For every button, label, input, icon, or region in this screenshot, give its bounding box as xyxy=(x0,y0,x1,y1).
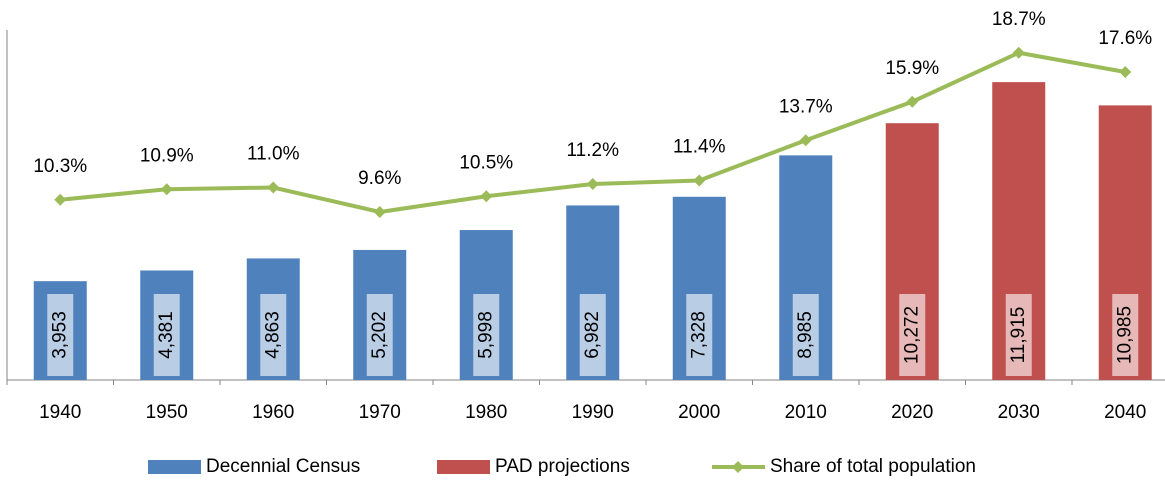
marker xyxy=(480,190,493,203)
legend-label: PAD projections xyxy=(495,456,630,477)
x-tick-label: 2000 xyxy=(678,402,720,423)
bar-label-box xyxy=(792,294,819,376)
x-tick-label: 2040 xyxy=(1104,402,1146,423)
line-label: 9.6% xyxy=(358,168,401,189)
line-label: 11.0% xyxy=(247,144,300,165)
bar-label-box xyxy=(47,294,74,376)
bar-label: 5,202 xyxy=(369,311,390,359)
legend-swatch xyxy=(437,460,490,474)
bar-label: 6,982 xyxy=(582,311,603,359)
bar-label-box xyxy=(260,294,287,376)
bar-label: 11,915 xyxy=(1008,307,1029,364)
line-label: 17.6% xyxy=(1098,28,1152,49)
line-label: 13.7% xyxy=(779,96,833,117)
line-label: 10.3% xyxy=(33,156,87,177)
marker xyxy=(267,181,280,194)
bar-label: 8,985 xyxy=(795,311,816,359)
line-label: 10.9% xyxy=(140,145,194,166)
legend-marker xyxy=(732,461,744,473)
bar-label-box xyxy=(473,294,500,376)
marker xyxy=(693,174,706,187)
line-label: 15.9% xyxy=(885,58,939,79)
marker xyxy=(160,183,173,196)
marker xyxy=(586,178,599,190)
marker xyxy=(1119,66,1132,78)
legend-label: Share of total population xyxy=(770,456,976,477)
bar-label: 5,998 xyxy=(475,311,496,359)
x-tick-label: 1980 xyxy=(465,402,507,423)
x-tick-label: 2020 xyxy=(891,402,933,423)
bar-label: 4,863 xyxy=(262,311,283,359)
bar-label-box xyxy=(579,294,606,376)
bar-label: 3,953 xyxy=(49,311,70,359)
x-tick-label: 1990 xyxy=(572,402,614,423)
bar-label: 7,328 xyxy=(688,311,709,359)
x-tick-label: 1960 xyxy=(252,402,294,423)
line-label: 18.7% xyxy=(992,9,1046,30)
legend-label: Decennial Census xyxy=(206,456,360,477)
bar-label-box xyxy=(686,294,713,376)
x-tick-label: 1950 xyxy=(146,402,188,423)
marker xyxy=(54,193,67,206)
line-label: 11.4% xyxy=(673,137,726,158)
marker xyxy=(799,134,812,147)
line-label: 11.2% xyxy=(567,140,620,161)
bar-label: 10,985 xyxy=(1114,306,1135,364)
legend-swatch xyxy=(148,460,201,474)
bar-label: 4,381 xyxy=(156,311,177,359)
x-tick-label: 1970 xyxy=(359,402,401,423)
x-tick-label: 2030 xyxy=(998,402,1040,423)
bar-label-box xyxy=(153,294,180,376)
bar-label-box xyxy=(1005,294,1032,376)
x-tick-label: 1940 xyxy=(39,402,81,423)
marker xyxy=(906,95,919,108)
bar-label-box xyxy=(899,294,926,376)
bar-label-box xyxy=(1112,294,1139,376)
marker xyxy=(373,206,386,218)
bar-label-box xyxy=(366,294,393,376)
x-tick-label: 2010 xyxy=(785,402,827,423)
marker xyxy=(1012,46,1025,59)
line-label: 10.5% xyxy=(459,152,513,173)
bar-label: 10,272 xyxy=(901,306,922,364)
